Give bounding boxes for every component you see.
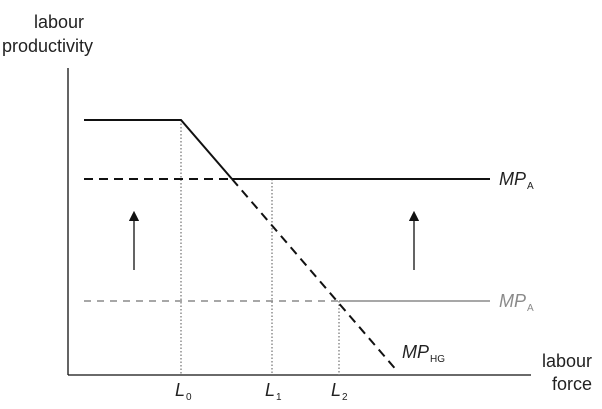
mp-hg-solid xyxy=(84,119,233,180)
tick-l2: L2 xyxy=(331,379,348,409)
mp-hg-label: MPHG xyxy=(402,341,445,371)
tick-l0: L0 xyxy=(175,379,192,409)
tick-l0-sub: 0 xyxy=(186,392,192,403)
tick-l1-sub: 1 xyxy=(276,392,282,403)
tick-l1: L1 xyxy=(265,379,282,409)
mp-hg-label-main: MP xyxy=(402,342,429,362)
mp-a-lower-label-main: MP xyxy=(499,291,526,311)
tick-l0-main: L xyxy=(175,380,186,400)
tick-l2-sub: 2 xyxy=(342,392,348,403)
mp-a-upper-label-main: MP xyxy=(499,169,526,189)
mp-hg-dashed xyxy=(231,178,399,373)
mp-hg-label-sub: HG xyxy=(430,354,445,365)
y-axis-label-line2: productivity xyxy=(2,36,94,56)
mp-a-upper-label: MPA xyxy=(499,168,534,198)
x-axis-label-line1: labour xyxy=(542,351,593,371)
tick-l1-main: L xyxy=(265,380,276,400)
x-axis-label-line2: force xyxy=(552,374,593,394)
mp-a-upper-label-sub: A xyxy=(527,181,534,192)
mp-a-lower-label-sub: A xyxy=(527,303,534,314)
tick-l2-main: L xyxy=(331,380,342,400)
mp-a-lower-label: MPA xyxy=(499,290,534,320)
y-axis-label-line1: labour xyxy=(34,12,85,32)
